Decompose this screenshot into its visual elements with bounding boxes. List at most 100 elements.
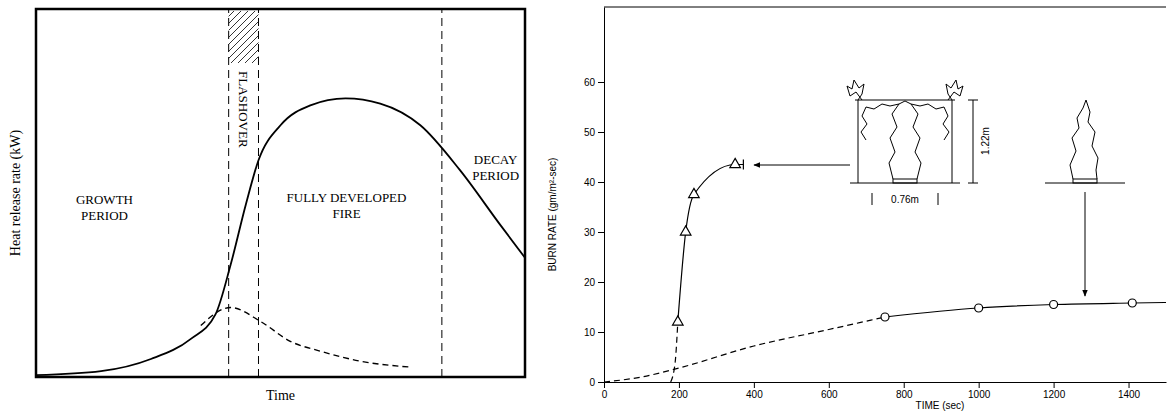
tick-label: 600: [821, 389, 838, 400]
open-fire-pool: [1073, 179, 1097, 183]
tick-mark: [598, 332, 604, 333]
y-tick: 0: [589, 377, 604, 388]
x-axis-title: Time: [266, 388, 295, 403]
tick-label: 60: [584, 77, 596, 88]
enclosure-roof: [855, 100, 955, 101]
data-line: [604, 317, 885, 382]
tick-mark: [598, 382, 604, 383]
data-line: [36, 98, 525, 375]
plot-frame-top: [604, 7, 1166, 8]
tick-mark: [604, 382, 605, 388]
period-label-line: PERIOD: [81, 208, 128, 223]
period-label-line: PERIOD: [472, 168, 519, 183]
tick-mark: [679, 382, 680, 388]
tick-mark: [598, 82, 604, 83]
inset-sketches: [754, 80, 1125, 296]
ceiling-flame-right: [911, 104, 949, 140]
y-tick: 50: [584, 127, 604, 138]
arrow-enclosure: [754, 165, 850, 166]
plot-frame: [36, 9, 525, 377]
left-marks: [36, 98, 525, 375]
data-point: [1128, 299, 1136, 307]
tick-label: 1400: [1118, 389, 1141, 400]
tick-mark: [598, 232, 604, 233]
tick-label: 200: [671, 389, 688, 400]
tick-label: 20: [584, 277, 596, 288]
data-point: [680, 226, 691, 235]
data-point: [881, 313, 889, 321]
x-tick: 0: [602, 382, 608, 400]
dimension-width: [872, 193, 938, 205]
corner-flame-left: [847, 80, 864, 100]
y-tick: 60: [584, 77, 604, 88]
tick-label: 400: [746, 389, 763, 400]
data-point: [730, 158, 741, 167]
tick-mark: [829, 382, 830, 388]
tick-label: 800: [896, 389, 913, 400]
tick-mark: [1054, 382, 1055, 388]
dimension-height: [968, 100, 978, 183]
period-label-line: DECAY: [474, 152, 518, 167]
x-tick: 200: [671, 382, 688, 400]
tick-mark: [598, 182, 604, 183]
right-marks: [604, 158, 1166, 382]
tick-label: 10: [584, 327, 596, 338]
period-label: FULLY DEVELOPEDFIRE: [287, 190, 407, 221]
tick-mark: [979, 382, 980, 388]
data-line: [885, 303, 1166, 318]
tick-label: 40: [584, 177, 596, 188]
flashover-hatch: [229, 11, 259, 63]
period-divider: [441, 9, 442, 377]
data-point: [975, 304, 983, 312]
corner-flame-right: [946, 80, 963, 100]
period-label: GROWTHPERIOD: [76, 192, 133, 223]
y-axis-title: BURN RATE (gm/m²-sec): [547, 158, 558, 272]
period-divider: [228, 9, 229, 377]
x-tick: 800: [896, 382, 913, 400]
tick-mark: [598, 132, 604, 133]
data-line: [671, 322, 678, 382]
end-bar: [743, 160, 744, 170]
y-tick: 10: [584, 327, 604, 338]
x-tick: 1000: [968, 382, 991, 400]
data-point: [689, 188, 700, 197]
tick-mark: [904, 382, 905, 388]
x-tick: 400: [746, 382, 763, 400]
period-label: FLASHOVER: [236, 71, 251, 148]
tick-mark: [598, 282, 604, 283]
data-line: [678, 165, 744, 323]
x-tick: 1200: [1043, 382, 1066, 400]
x-tick: 1400: [1118, 382, 1141, 400]
data-point: [1050, 301, 1058, 309]
period-label-line: FULLY DEVELOPED: [287, 190, 407, 205]
tick-mark: [1129, 382, 1130, 388]
period-label-line: GROWTH: [76, 192, 133, 207]
enclosure-flame: [889, 101, 921, 179]
y-tick: 20: [584, 277, 604, 288]
period-divider: [258, 9, 259, 377]
tick-label: 0: [602, 389, 608, 400]
y-axis: 0 10 20 30 40 50 60: [584, 8, 605, 388]
tick-label: 50: [584, 127, 596, 138]
dimension-label: 0.76m: [891, 194, 919, 205]
ceiling-flame-left: [861, 104, 899, 140]
open-fire-flame: [1070, 100, 1098, 179]
axis-line: [604, 8, 605, 383]
right-chart: 020040060080010001200140001020304050601.…: [547, 7, 1167, 411]
arrow-open-fire: [1085, 192, 1086, 296]
left-chart: GROWTHPERIODFLASHOVERFULLY DEVELOPEDFIRE…: [8, 9, 525, 403]
tick-label: 1000: [968, 389, 991, 400]
figure: GROWTHPERIODFLASHOVERFULLY DEVELOPEDFIRE…: [0, 0, 1176, 416]
period-label-line: FIRE: [332, 206, 360, 221]
x-axis-title: TIME (sec): [916, 400, 965, 411]
data-point: [673, 316, 684, 325]
x-axis: 0 200 400 600 800 1000 1200 1400: [602, 382, 1167, 400]
tick-label: 0: [589, 377, 595, 388]
y-tick: 30: [584, 227, 604, 238]
enclosure-pool: [893, 179, 917, 183]
x-tick: 600: [821, 382, 838, 400]
axis-line: [605, 382, 1167, 383]
data-line: [201, 307, 410, 367]
tick-label: 30: [584, 227, 596, 238]
y-tick: 40: [584, 177, 604, 188]
